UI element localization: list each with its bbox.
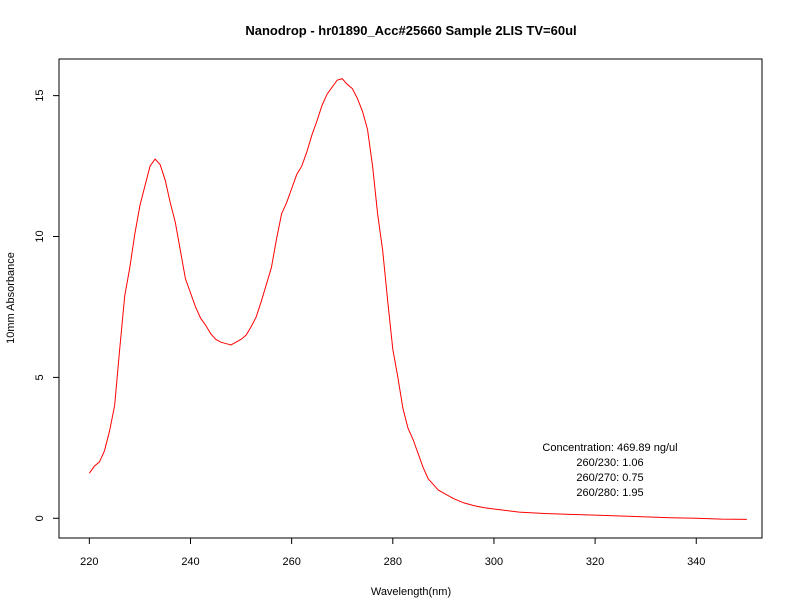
concentration-annotation: Concentration: 469.89 ng/ul xyxy=(542,442,677,454)
ratio-260-270-annotation: 260/270: 0.75 xyxy=(576,472,643,484)
x-axis-label: Wavelength(nm) xyxy=(371,586,451,598)
y-tick-label: 5 xyxy=(34,374,46,380)
ratio-260-280-annotation: 260/280: 1.95 xyxy=(576,487,643,499)
y-tick-label: 10 xyxy=(34,230,46,242)
x-tick-label: 220 xyxy=(80,556,98,568)
x-tick-label: 240 xyxy=(181,556,199,568)
annotations: Concentration: 469.89 ng/ul 260/230: 1.0… xyxy=(542,442,677,499)
x-tick-label: 340 xyxy=(687,556,705,568)
absorbance-series-line xyxy=(88,78,747,520)
chart-title: Nanodrop - hr01890_Acc#25660 Sample 2LIS… xyxy=(245,23,576,38)
y-tick-label: 15 xyxy=(34,90,46,102)
x-tick-label: 260 xyxy=(282,556,300,568)
y-axis: 0 5 10 15 xyxy=(34,90,60,521)
x-tick-label: 280 xyxy=(384,556,402,568)
x-tick-label: 320 xyxy=(586,556,604,568)
x-axis: 220 240 260 280 300 320 340 xyxy=(80,537,705,568)
y-axis-label: 10mm Absorbance xyxy=(5,252,17,344)
y-tick-label: 0 xyxy=(34,515,46,521)
ratio-260-230-annotation: 260/230: 1.06 xyxy=(576,457,643,469)
plot-frame xyxy=(58,58,763,539)
x-tick-label: 300 xyxy=(485,556,503,568)
